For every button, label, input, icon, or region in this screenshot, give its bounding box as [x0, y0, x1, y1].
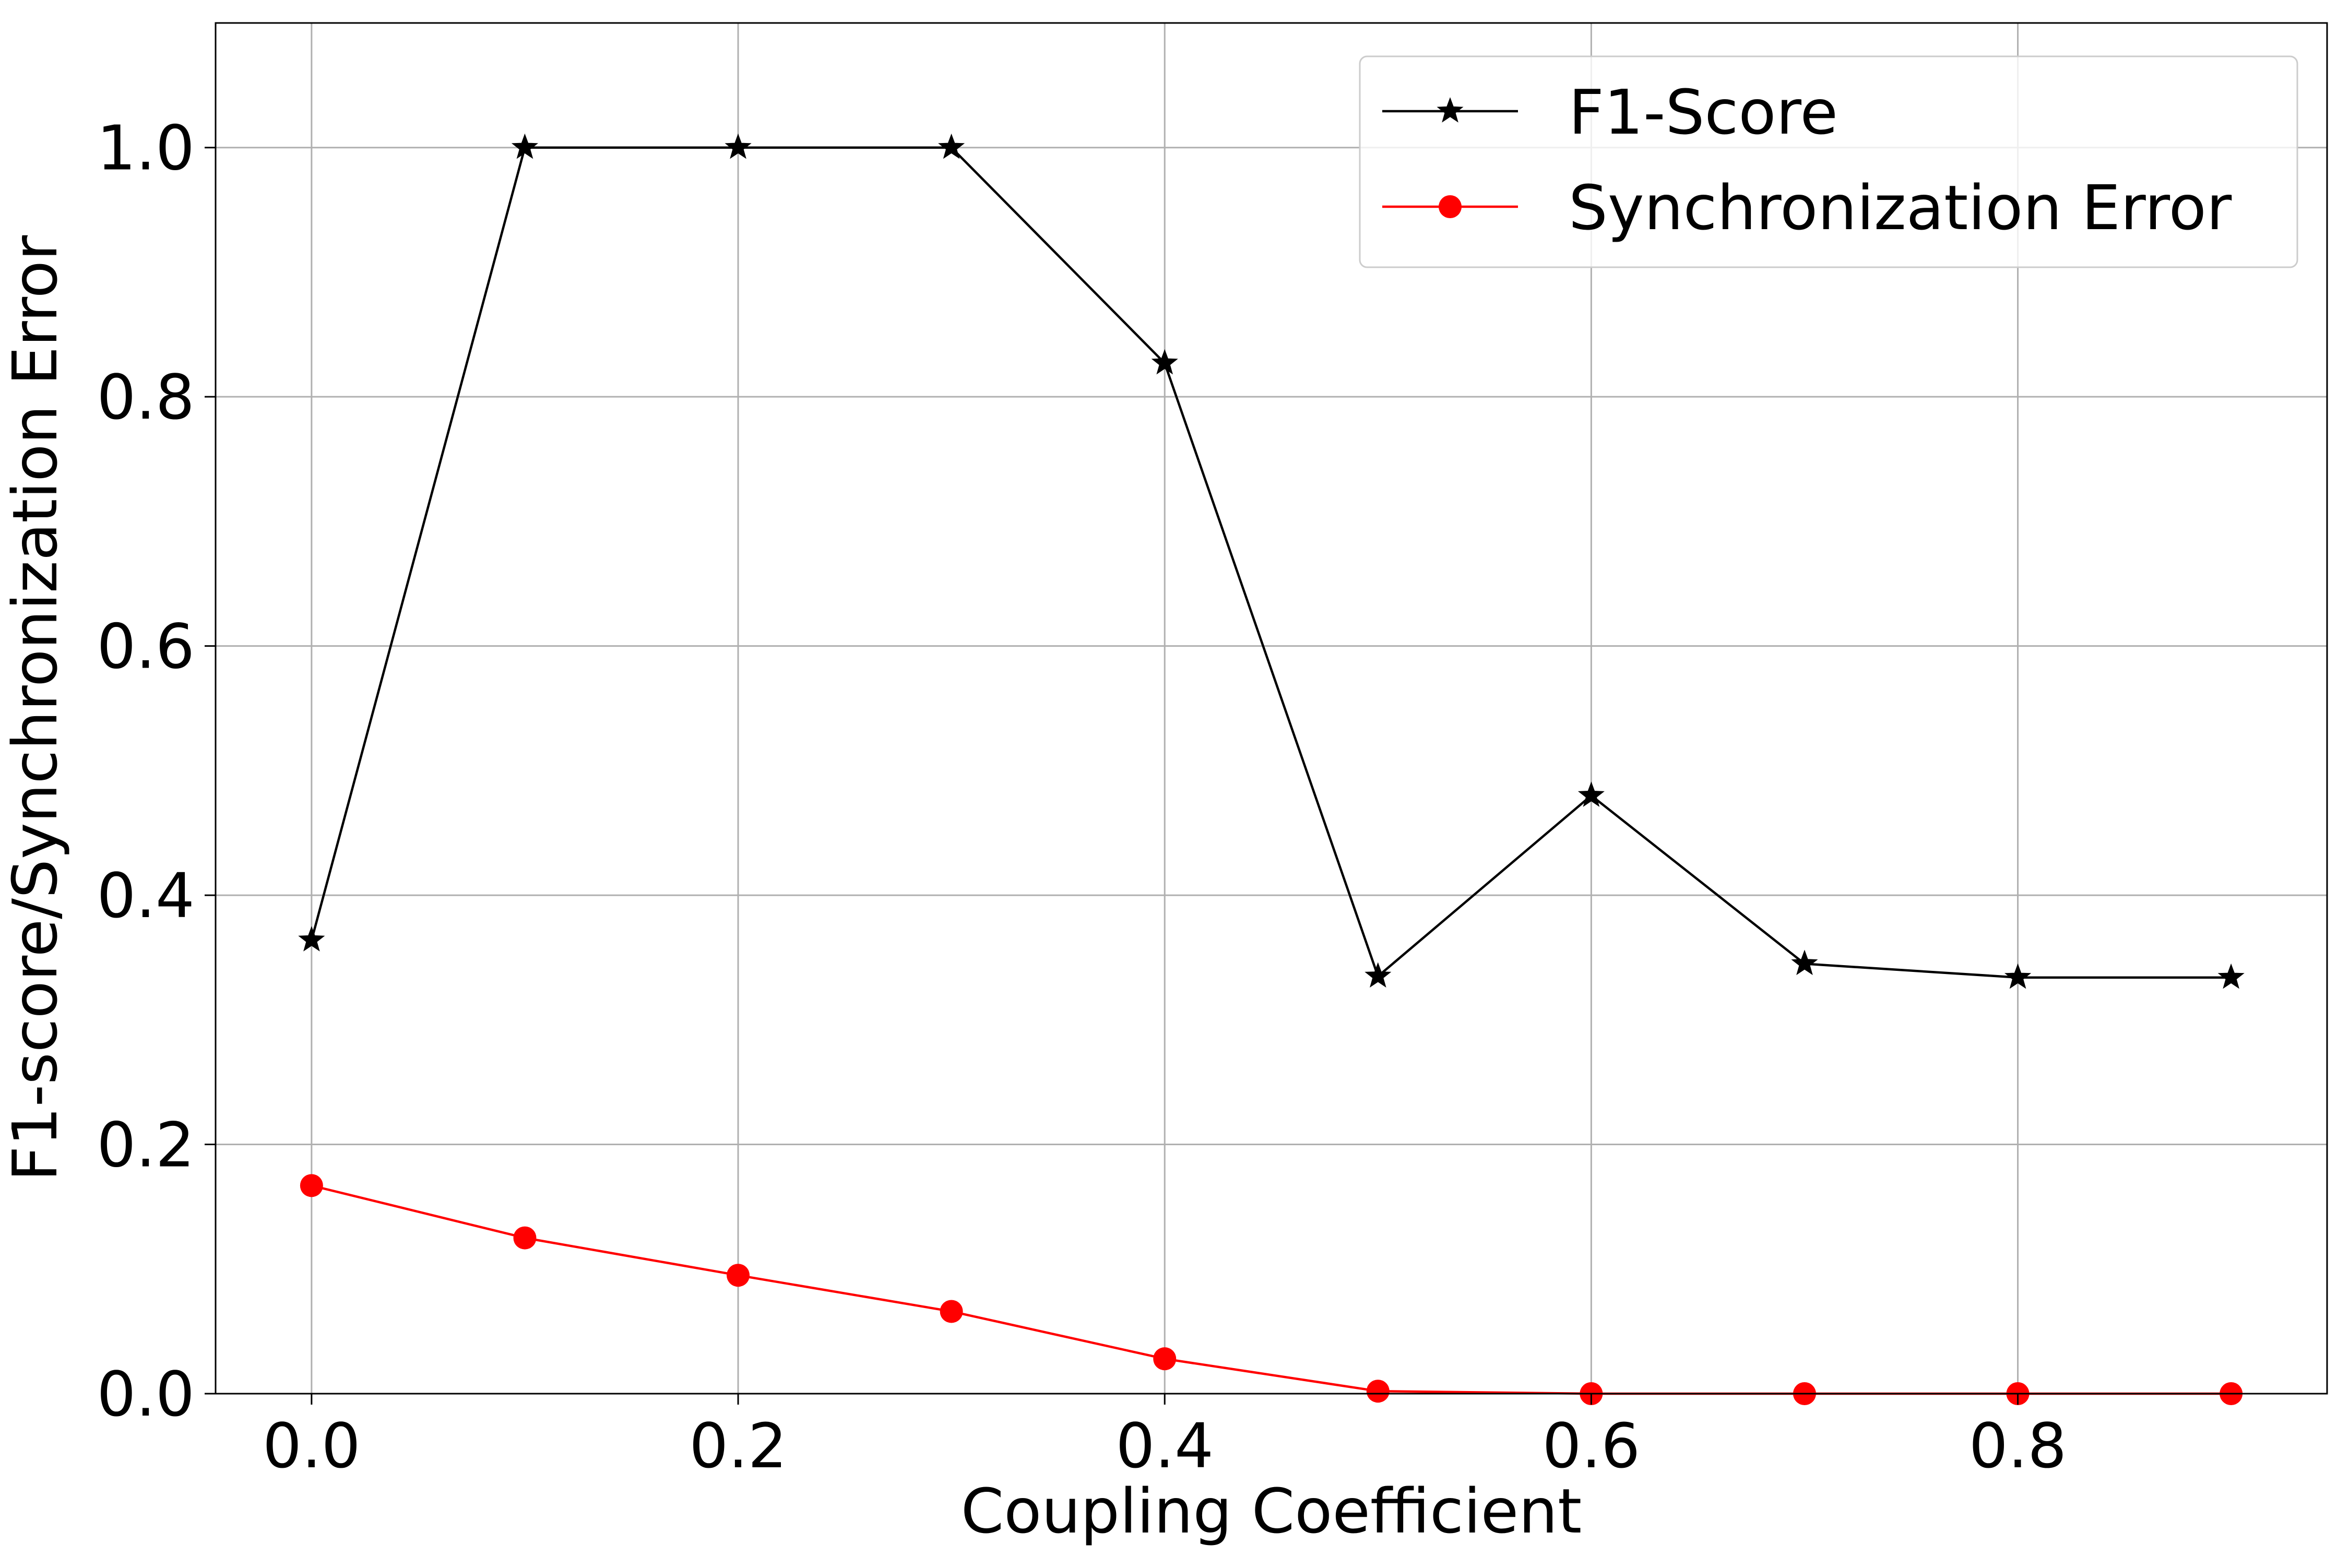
x-tick-label: 0.4: [1116, 1410, 1214, 1482]
data-point-star: [1577, 781, 1605, 807]
series-layer: [298, 133, 2245, 1405]
data-point-circle: [727, 1264, 750, 1287]
y-tick-label: 0.6: [97, 611, 195, 683]
legend-box: [1359, 55, 2298, 268]
legend: F1-Score Synchronization Error: [1359, 55, 2298, 268]
data-point-star: [511, 133, 539, 159]
data-point-star: [1151, 349, 1178, 375]
y-tick-label: 0.2: [97, 1109, 195, 1181]
data-point-star: [2217, 963, 2245, 989]
data-point-circle: [513, 1226, 537, 1250]
y-tick-label: 0.4: [97, 860, 195, 932]
plot-frame: [215, 22, 2328, 1395]
legend-label: Synchronization Error: [1569, 172, 2232, 244]
x-axis-label: Coupling Coefficient: [961, 1475, 1582, 1547]
y-tick-label: 1.0: [97, 112, 195, 184]
x-tick-label: 0.8: [1969, 1410, 2067, 1482]
data-point-star: [298, 926, 325, 952]
data-point-circle: [940, 1300, 963, 1323]
legend-label: F1-Score: [1569, 76, 1838, 148]
x-tick-label: 0.2: [689, 1410, 787, 1482]
data-point-circle: [300, 1174, 323, 1197]
data-point-circle: [1153, 1347, 1177, 1371]
legend-marker-star: [1437, 97, 1464, 123]
data-point-star: [2004, 963, 2032, 989]
data-point-circle: [1366, 1380, 1390, 1403]
axis-ticks: 0.0 0.2 0.4 0.6 0.8 0.0 0.2 0.4 0.6 0.8 1.0: [97, 112, 2067, 1482]
y-axis-label: F1-score/Synchronization Error: [0, 235, 71, 1181]
data-point-star: [1365, 962, 1392, 988]
legend-marker-circle: [1439, 195, 1462, 218]
data-point-star: [1791, 949, 1818, 976]
data-point-star: [725, 133, 752, 159]
x-tick-label: 0.6: [1543, 1410, 1641, 1482]
y-tick-label: 0.0: [97, 1358, 195, 1430]
y-tick-label: 0.8: [97, 361, 195, 433]
data-point-star: [938, 133, 965, 159]
x-tick-label: 0.0: [263, 1410, 361, 1482]
series-line: [310, 146, 2232, 979]
series-f1-score: [298, 133, 2245, 989]
